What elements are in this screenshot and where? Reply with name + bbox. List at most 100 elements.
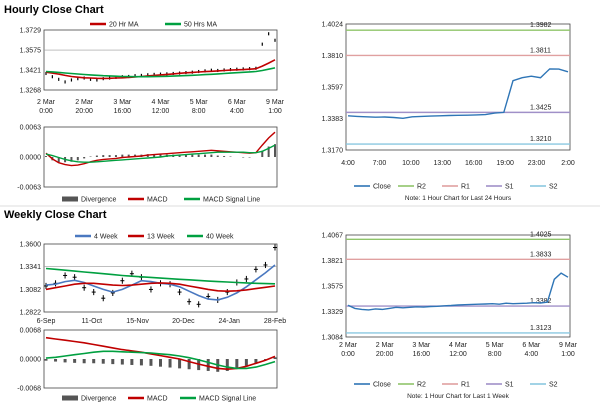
hourly-pivots-level-label-r1: 1.3811	[530, 47, 551, 54]
weekly-legend-4wk-label: 4 Week	[94, 234, 118, 241]
weekly-pivots-xtick: 9 Mar	[559, 342, 578, 349]
hourly-price-xtick: 0:00	[39, 108, 53, 115]
weekly-price-xtick: 24-Jan	[218, 318, 240, 325]
hourly-pivots-xtick: 19:00	[496, 160, 514, 167]
hourly-macd-ytick: 0.0000	[20, 155, 42, 162]
hourly-pivots-xtick: 10:00	[402, 160, 420, 167]
weekly-price-frame	[43, 243, 278, 313]
hourly-pivots-ytick: 1.3597	[322, 85, 344, 92]
hourly-price-xtick: 6 Mar	[228, 99, 247, 106]
weekly-pivots-note: Note: 1 Hour Chart for Last 1 Week	[407, 393, 510, 400]
hourly-macd-ytick: -0.0063	[17, 185, 41, 192]
weekly-13wk-line	[45, 282, 276, 293]
weekly-pivots-ytick: 1.4067	[322, 233, 344, 240]
weekly-pivots-xtick: 5 Mar	[486, 342, 505, 349]
weekly-price-ytick: 1.2822	[20, 310, 42, 317]
weekly-pivots-xtick: 8:00	[488, 351, 502, 358]
weekly-pivots-ytick: 1.3821	[322, 258, 344, 265]
weekly-pivots-xtick: 4:00	[525, 351, 539, 358]
weekly-macd-ytick: 0.0000	[20, 357, 42, 364]
hourly-price-xtick: 2 Mar	[37, 99, 56, 106]
weekly-pivots-xtick: 1:00	[561, 351, 575, 358]
weekly-pivots-legend-s2-label: S2	[549, 382, 558, 389]
weekly-pivots-legend-close-label: Close	[373, 382, 391, 389]
weekly-section-title: Weekly Close Chart	[4, 209, 107, 221]
hourly-pivots-xtick: 16:00	[465, 160, 483, 167]
hourly-price-xtick: 9 Mar	[266, 99, 285, 106]
hourly-pivots-close-line	[347, 68, 569, 120]
weekly-price-xtick: 11-Oct	[82, 318, 103, 325]
hourly-legend-ma50-label: 50 Hrs MA	[184, 22, 217, 29]
weekly-price-ytick: 1.3082	[20, 287, 42, 294]
hourly-pivots-xtick: 4:00	[341, 160, 355, 167]
weekly-pivots-xtick: 2 Mar	[339, 342, 358, 349]
weekly-pivots-xtick: 20:00	[376, 351, 394, 358]
hourly-pivots-ytick: 1.3170	[322, 148, 344, 155]
weekly-legend-13wk-label: 13 Week	[147, 234, 175, 241]
weekly-pivots-legend-s1-label: S1	[505, 382, 514, 389]
hourly-pivots-note: Note: 1 Hour Chart for Last 24 Hours	[405, 195, 512, 202]
hourly-pivots-xtick: 2:00	[561, 160, 575, 167]
weekly-pivots-level-label-s2: 1.3123	[530, 325, 552, 332]
weekly-price-xtick: 28-Feb	[264, 318, 286, 325]
hourly-price-ytick: 1.3421	[20, 68, 42, 75]
hourly-pivots-level-label-s1: 1.3425	[530, 104, 552, 111]
weekly-pivots-legend-r2-label: R2	[417, 382, 426, 389]
weekly-pivots-ytick: 1.3084	[322, 335, 344, 342]
weekly-pivots-level-label-s1: 1.3382	[530, 298, 552, 305]
weekly-legend-40wk-label: 40 Week	[206, 234, 234, 241]
hourly-price-frame	[43, 29, 278, 91]
hourly-pivots-level-label-s2: 1.3210	[530, 136, 552, 143]
hourly-pivots-ytick: 1.3810	[322, 53, 344, 60]
weekly-pivots-level-label-r1: 1.3833	[530, 251, 552, 258]
weekly-price-ytick: 1.3341	[20, 264, 42, 271]
hourly-legend-signal-label: MACD Signal Line	[203, 197, 260, 204]
hourly-price-xtick: 16:00	[114, 108, 132, 115]
weekly-pivots-xtick: 4 Mar	[449, 342, 468, 349]
weekly-macd-ytick: -0.0068	[17, 386, 41, 393]
weekly-pivots-xtick: 12:00	[449, 351, 467, 358]
hourly-pivots-xtick: 13:00	[434, 160, 452, 167]
hourly-pivots-legend-r2-label: R2	[417, 184, 426, 191]
weekly-signal-line	[45, 350, 276, 370]
weekly-pivots-legend-r1-label: R1	[461, 382, 470, 389]
hourly-legend-ma20-label: 20 Hr MA	[109, 22, 139, 29]
weekly-pivots-ytick: 1.3329	[322, 309, 344, 316]
weekly-macd-ytick: 0.0068	[20, 328, 42, 335]
weekly-pivots-ytick: 1.3575	[322, 284, 344, 291]
hourly-price-xtick: 2 Mar	[75, 99, 94, 106]
hourly-pivots-frame	[345, 23, 571, 151]
hourly-price-xtick: 8:00	[192, 108, 206, 115]
weekly-price-xtick: 20-Dec	[172, 318, 195, 325]
hourly-price-xtick: 4:00	[230, 108, 244, 115]
hourly-price-ytick: 1.3575	[20, 48, 42, 55]
hourly-pivots-legend-r1-label: R1	[461, 184, 470, 191]
weekly-pivots-level-label-r2: 1.4025	[530, 231, 552, 238]
hourly-section-title: Hourly Close Chart	[4, 4, 104, 16]
hourly-pivots-legend-close-label: Close	[373, 184, 391, 191]
weekly-pivots-xtick: 0:00	[341, 351, 355, 358]
weekly-legend-divergence-label: Divergence	[81, 396, 117, 403]
hourly-price-ytick: 1.3268	[20, 88, 42, 95]
hourly-price-xtick: 4 Mar	[152, 99, 171, 106]
hourly-pivots-ytick: 1.3383	[322, 116, 344, 123]
weekly-pivots-frame	[345, 234, 571, 338]
hourly-pivots-legend-s1-label: S1	[505, 184, 514, 191]
weekly-pivots-xtick: 3 Mar	[412, 342, 431, 349]
weekly-price-ytick: 1.3600	[20, 242, 42, 249]
hourly-price-xtick: 5 Mar	[190, 99, 209, 106]
weekly-pivots-xtick: 6 Mar	[522, 342, 541, 349]
weekly-legend-signal-label: MACD Signal Line	[199, 396, 256, 403]
hourly-price-xtick: 12:00	[152, 108, 170, 115]
hourly-pivots-xtick: 7:00	[373, 160, 387, 167]
hourly-macd-line	[45, 131, 276, 167]
hourly-pivots-ytick: 1.4024	[322, 22, 344, 29]
hourly-price-xtick: 3 Mar	[113, 99, 132, 106]
hourly-pivots-legend-s2-label: S2	[549, 184, 558, 191]
hourly-ma50-line	[45, 67, 276, 78]
weekly-price-xtick: 6-Sep	[37, 318, 56, 325]
weekly-price-xtick: 15-Nov	[126, 318, 149, 325]
weekly-legend-macd-label: MACD	[147, 396, 168, 403]
hourly-price-xtick: 1:00	[268, 108, 282, 115]
